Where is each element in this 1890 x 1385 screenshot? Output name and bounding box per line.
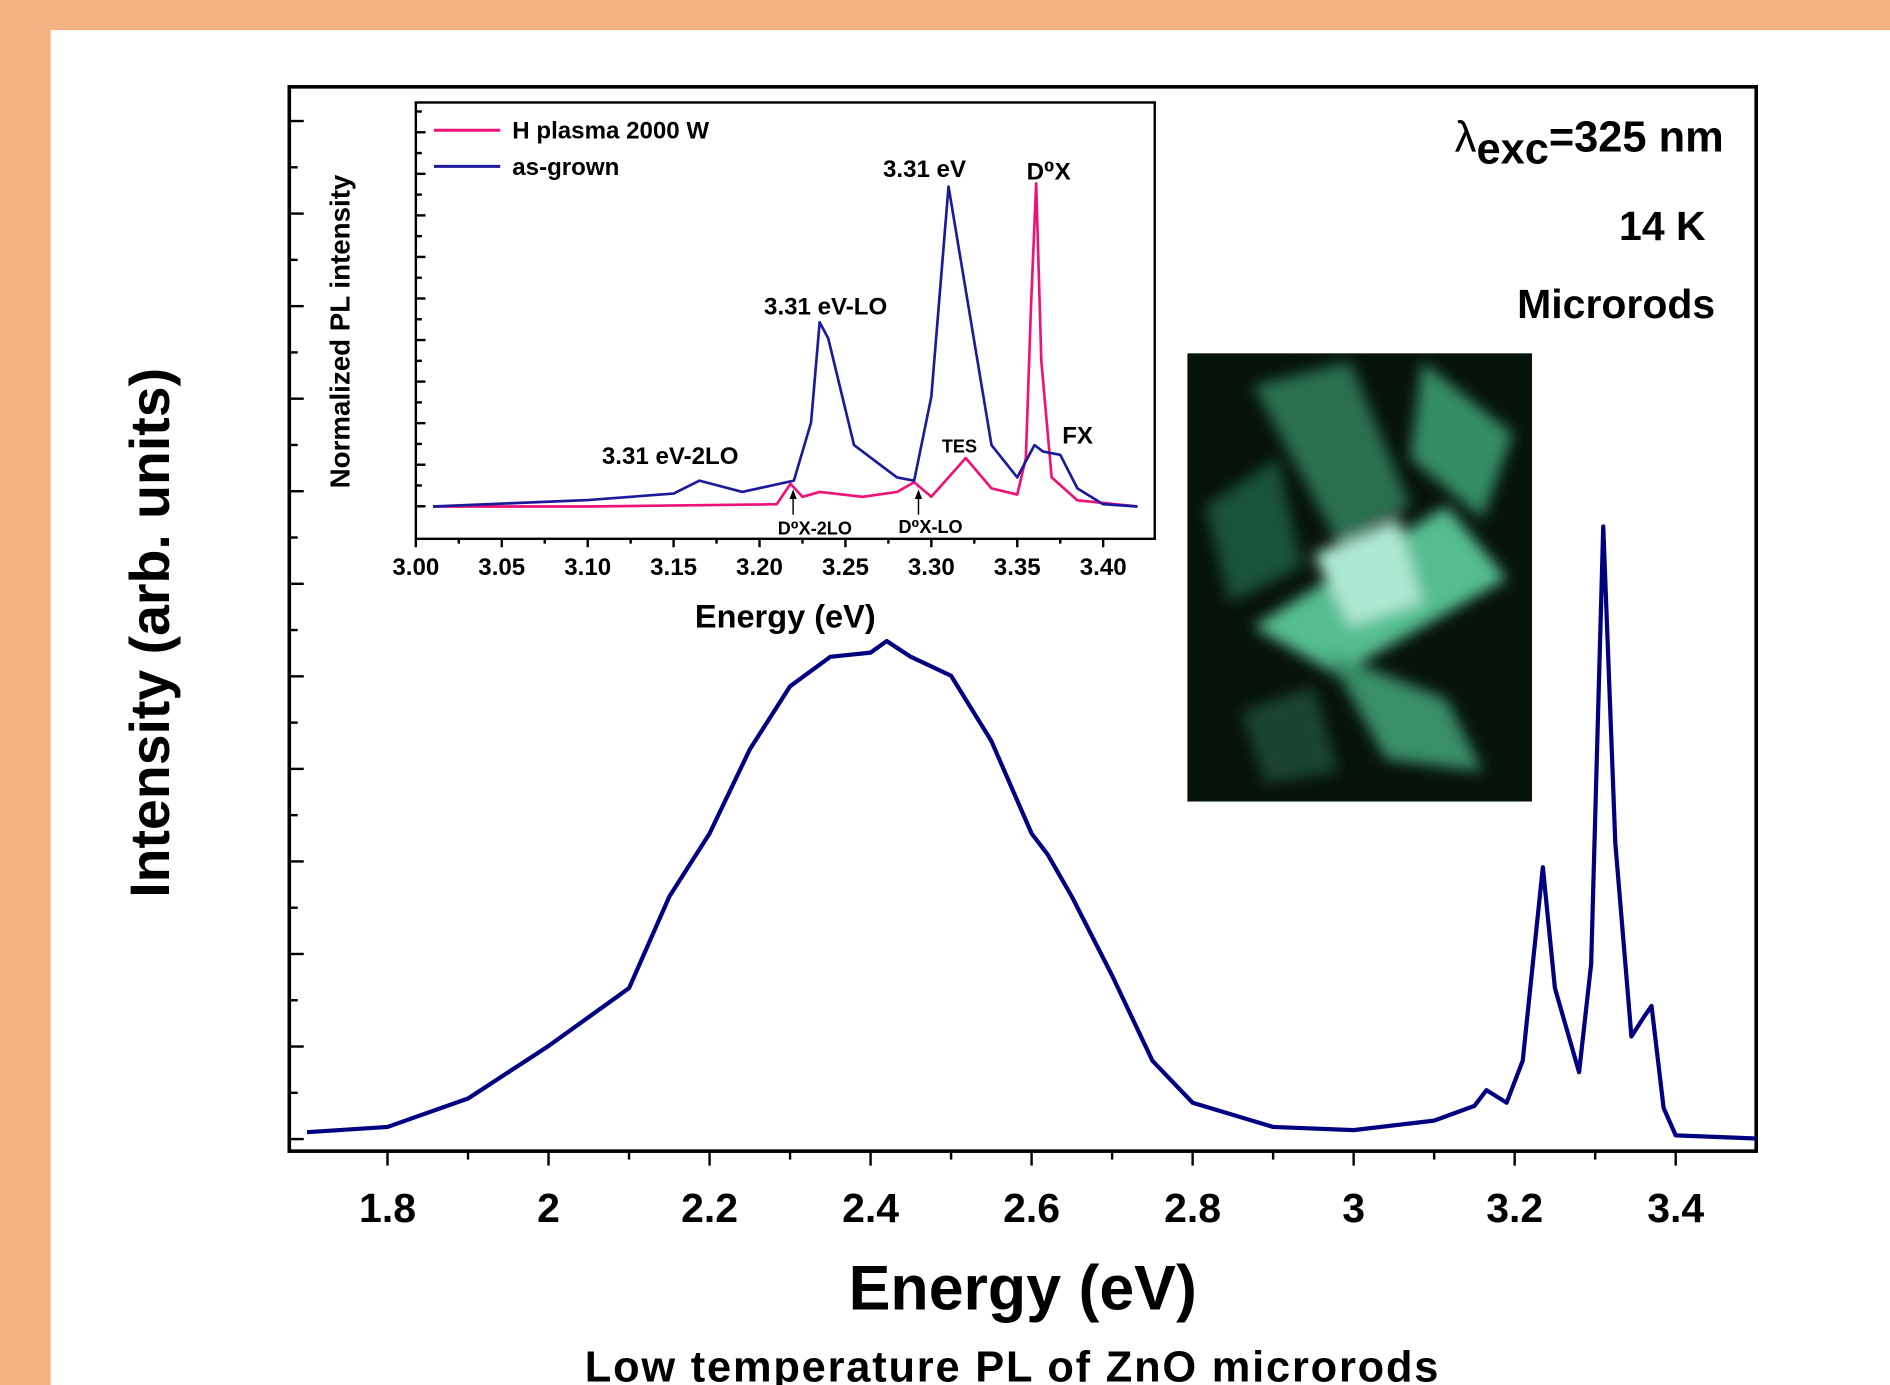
chart: 3.00 3.05 3.10 3.15 3.20 3.25 3.30 3.35 3.40 Ener… xyxy=(325,101,1156,634)
arrow-head xyxy=(914,489,923,500)
x-axis-label: Energy (eV) xyxy=(849,1253,1197,1323)
caption: Low temperature PL of ZnO microrods xyxy=(585,1343,1440,1385)
arrow-head xyxy=(789,489,797,500)
x-tick-label: 3.2 xyxy=(1486,1185,1543,1231)
x-tick-label: 3.10 xyxy=(564,554,611,581)
x-tick-label: 3.4 xyxy=(1647,1185,1704,1231)
annotation: FX xyxy=(1062,423,1093,450)
x-tick-label: 3.30 xyxy=(908,554,955,581)
series-line xyxy=(432,185,1138,508)
legend-label: H plasma 2000 W xyxy=(512,118,709,145)
x-tick-label: 3.20 xyxy=(736,554,783,581)
annotation: 3.31 eV xyxy=(883,156,966,183)
annotation-subscript: exc xyxy=(1476,125,1548,173)
annotation: 3.31 eV-2LO xyxy=(602,443,739,470)
annotation: 3.31 eV-LO xyxy=(764,294,887,321)
annotation: D⁰X xyxy=(1027,159,1071,186)
x-tick-label: 3.15 xyxy=(650,554,697,581)
y-axis-label: Normalized PL intensity xyxy=(325,174,356,488)
x-tick-label: 2.4 xyxy=(842,1185,899,1231)
series-line xyxy=(306,524,1757,1141)
axes-frame xyxy=(287,84,1759,1153)
x-tick-label: 3.40 xyxy=(1080,554,1127,581)
chart: 1.8 2 2.2 2.4 2.6 2.8 3 3.2 3.4 Energy (eV) Intens… xyxy=(119,84,1759,1385)
x-tick-label: 2 xyxy=(537,1185,560,1231)
x-axis-label: Energy (eV) xyxy=(695,598,876,634)
annotation: TES xyxy=(942,436,977,456)
x-tick-label: 2.2 xyxy=(681,1185,738,1231)
annotation-text: =325 nm xyxy=(1549,113,1724,161)
series-line xyxy=(433,181,1138,508)
microrod-photo xyxy=(1187,353,1533,802)
annotation: D⁰X-2LO xyxy=(778,518,852,538)
x-tick-label: 3.35 xyxy=(994,554,1041,581)
x-tick-label: 1.8 xyxy=(359,1185,416,1231)
annotation: λexc=325 nm xyxy=(1455,113,1724,173)
x-tick-label: 3.00 xyxy=(392,554,439,581)
x-tick-label: 2.6 xyxy=(1003,1185,1060,1231)
x-tick-label: 2.8 xyxy=(1164,1185,1221,1231)
axes-frame xyxy=(414,101,1156,541)
annotation: D⁰X-LO xyxy=(898,517,962,537)
x-tick-label: 3 xyxy=(1342,1185,1365,1231)
annotation: 14 K xyxy=(1619,203,1706,249)
x-tick-label: 3.05 xyxy=(478,554,525,581)
y-axis-label: Intensity (arb. units) xyxy=(119,368,181,898)
legend-label: as-grown xyxy=(512,154,619,181)
x-tick-label: 3.25 xyxy=(822,554,869,581)
annotation-symbol: λ xyxy=(1455,113,1477,161)
annotation: Microrods xyxy=(1517,281,1715,327)
